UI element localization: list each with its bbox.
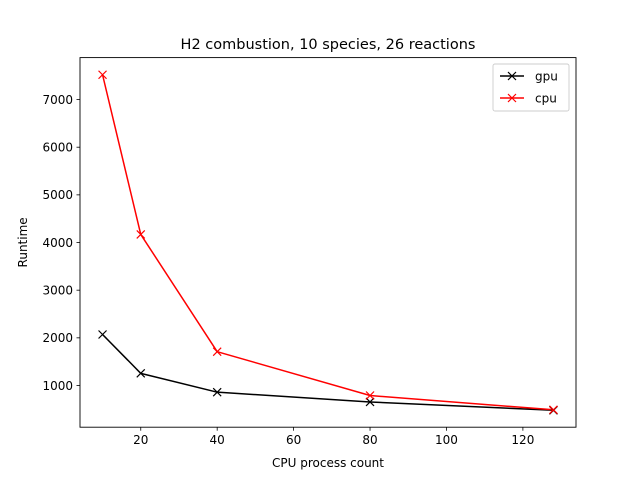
legend-marker-gpu xyxy=(507,71,517,81)
y-tick-label: 7000 xyxy=(42,93,73,107)
x-tick-label: 120 xyxy=(511,433,534,447)
x-tick-label: 60 xyxy=(286,433,301,447)
data-point-gpu xyxy=(98,330,107,339)
data-point-gpu xyxy=(212,387,222,397)
x-tick-label: 20 xyxy=(133,433,148,447)
data-point-cpu xyxy=(549,405,558,415)
y-tick-label: 3000 xyxy=(42,283,73,297)
data-point-cpu xyxy=(98,70,107,80)
legend-marker-cpu xyxy=(507,93,517,103)
y-axis-ticks: 1000 2000 3000 4000 5000 6000 7000 xyxy=(42,93,80,393)
y-tick-label: 4000 xyxy=(42,236,73,250)
data-point-gpu xyxy=(136,368,146,378)
y-tick-label: 1000 xyxy=(42,379,73,393)
x-axis-ticks: 20 40 60 80 100 120 xyxy=(133,427,534,447)
legend-label-cpu: cpu xyxy=(535,91,557,105)
x-tick-label: 80 xyxy=(362,433,377,447)
x-axis-label: CPU process count xyxy=(272,456,384,470)
y-tick-label: 6000 xyxy=(42,141,73,155)
data-point-cpu xyxy=(136,229,146,239)
data-point-cpu xyxy=(212,347,222,357)
x-tick-label: 40 xyxy=(210,433,225,447)
data-point-gpu xyxy=(365,397,375,407)
x-tick-label: 100 xyxy=(435,433,458,447)
y-tick-label: 2000 xyxy=(42,331,73,345)
legend-label-gpu: gpu xyxy=(535,69,558,83)
y-tick-label: 5000 xyxy=(42,188,73,202)
chart-title: H2 combustion, 10 species, 26 reactions xyxy=(181,37,476,53)
series-markers xyxy=(98,70,558,415)
y-axis-label: Runtime xyxy=(16,217,30,267)
data-point-cpu xyxy=(365,391,375,400)
legend: gpu cpu xyxy=(492,63,570,112)
